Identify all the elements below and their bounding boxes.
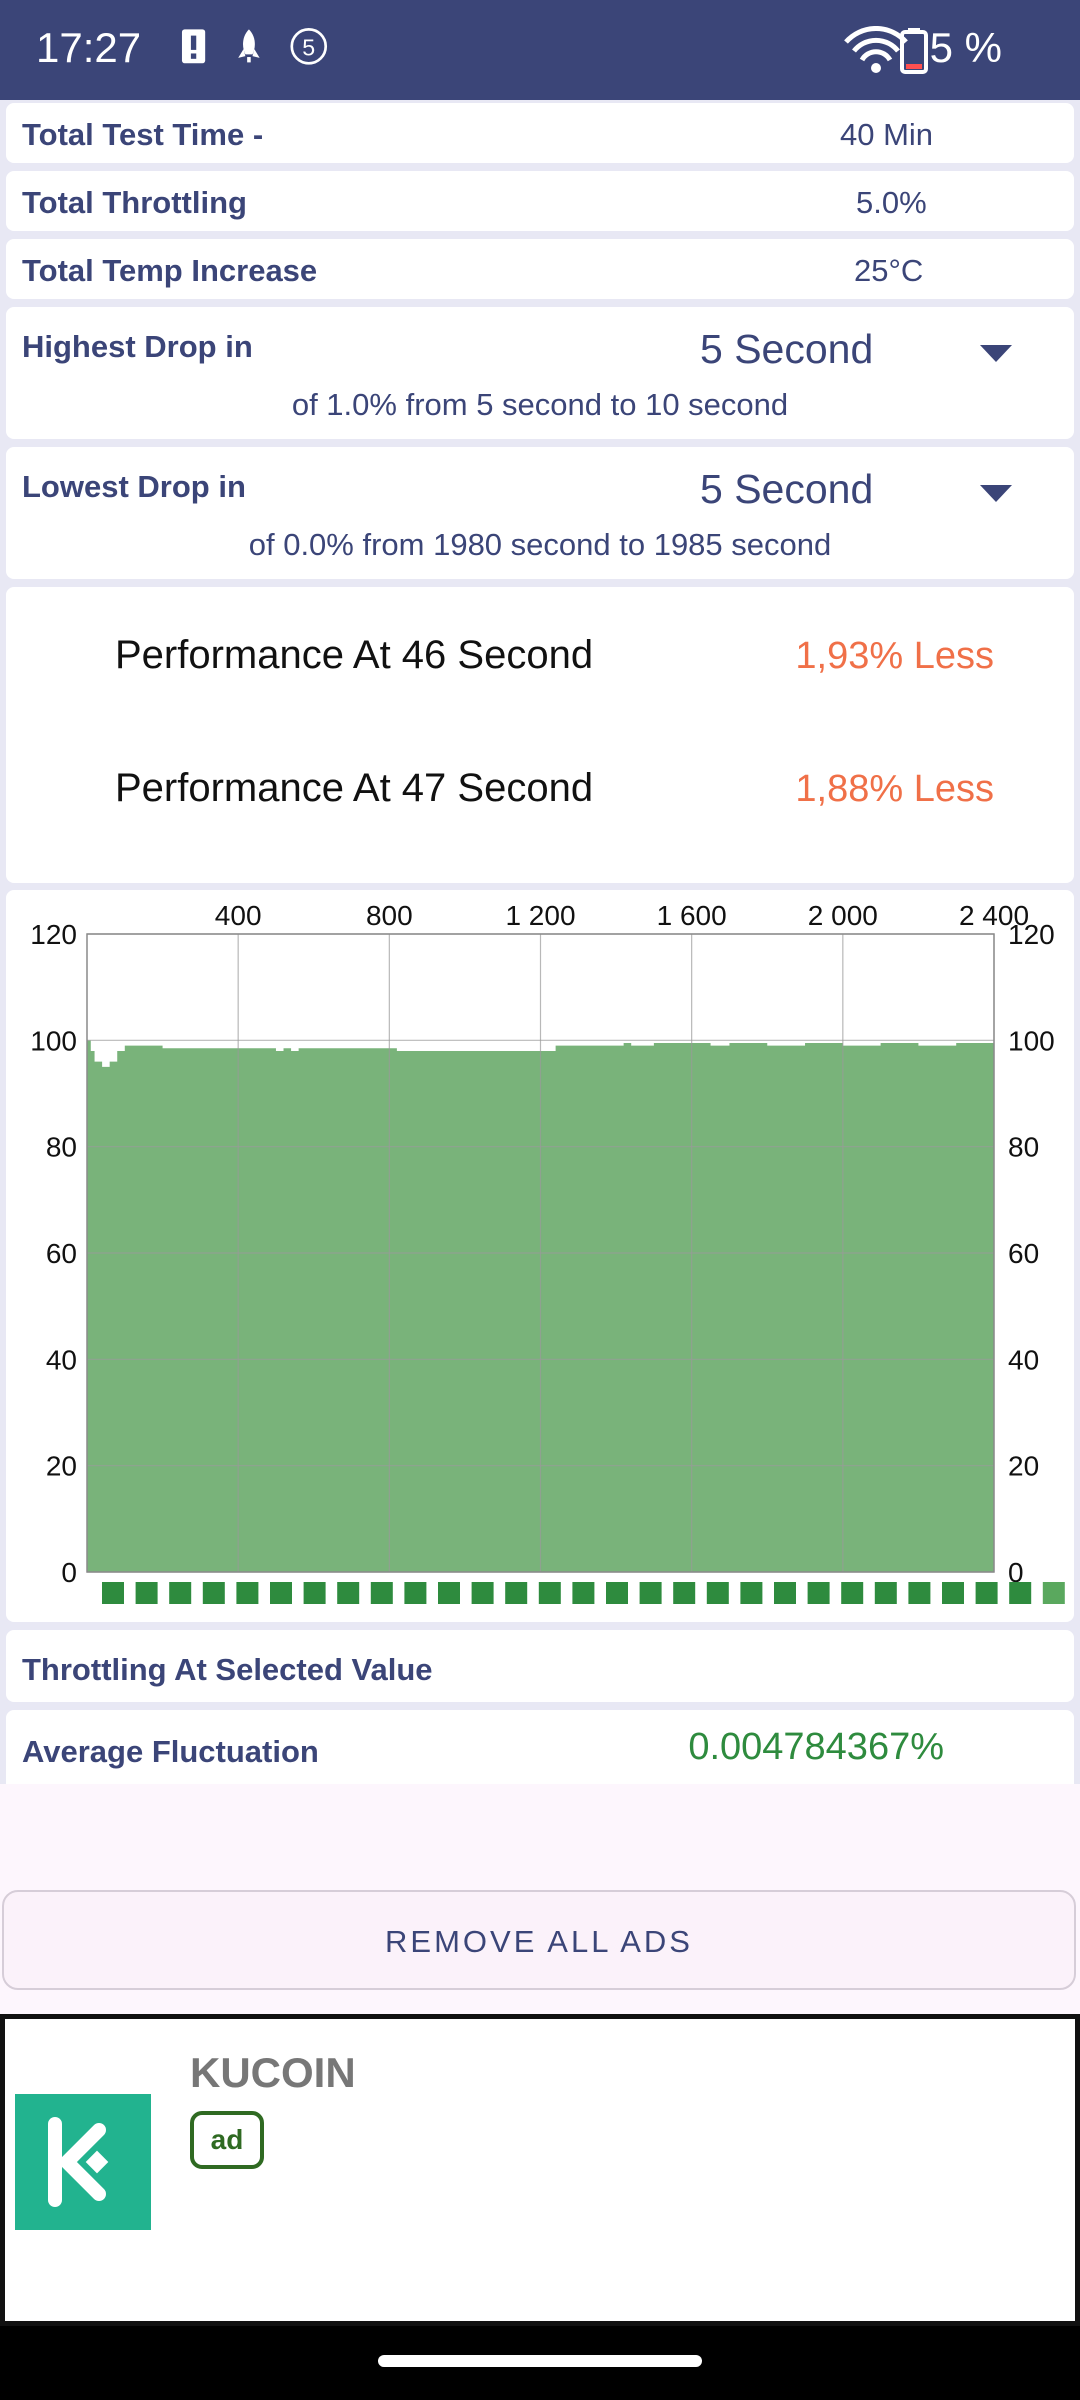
performance-value-1: 1,93% Less <box>795 635 994 677</box>
chart-y-tick-label-left: 80 <box>46 1132 77 1163</box>
chart-y-tick-label-right: 60 <box>1008 1238 1039 1269</box>
average-fluctuation-label: Average Fluctuation <box>22 1734 319 1769</box>
chart-y-tick-label-right: 120 <box>1008 919 1055 950</box>
chevron-down-icon <box>980 485 1012 502</box>
highest-drop-label: Highest Drop in <box>22 329 253 364</box>
chart-legend-marker <box>438 1582 460 1604</box>
chart-y-tick-label-left: 100 <box>30 1025 77 1056</box>
chart-legend-marker <box>202 1582 225 1604</box>
chart-y-tick-label-right: 0 <box>1008 1557 1024 1588</box>
chart-legend-marker <box>370 1582 393 1604</box>
chart-legend-marker <box>270 1582 292 1604</box>
alert-icon <box>181 29 206 64</box>
lowest-drop-selected: 5 Second <box>700 466 874 512</box>
total-throttling-label: Total Throttling <box>22 185 247 220</box>
home-gesture-handle[interactable] <box>378 2355 702 2367</box>
throttling-selected-row: Throttling At Selected Value <box>6 1630 1074 1702</box>
performance-value-2: 1,88% Less <box>795 768 994 810</box>
chart-legend-marker <box>774 1582 796 1604</box>
total-test-time-row: Total Test Time - 40 Min <box>6 103 1074 163</box>
chart-y-tick-label-right: 40 <box>1008 1344 1039 1375</box>
chart-x-tick-label: 2 400 <box>959 900 1029 931</box>
chart-legend-marker <box>1042 1582 1065 1604</box>
performance-card: Performance At 46 Second 1,93% Less Perf… <box>6 587 1074 883</box>
chart-legend-marker <box>942 1582 964 1604</box>
chart-y-tick-label-left: 60 <box>46 1238 77 1269</box>
throttling-chart[interactable]: 0 0 20 20 40 40 60 60 80 80 100 100 120 120 400 800 1 20… <box>6 890 1074 1622</box>
chart-legend-marker <box>639 1582 662 1604</box>
total-throttling-value: 5.0% <box>856 185 927 220</box>
highest-drop-detail: of 1.0% from 5 second to 10 second <box>291 387 789 422</box>
status-bar: 17:27 5 5 % <box>0 0 1080 100</box>
chart-legend-marker <box>706 1582 729 1604</box>
status-time: 17:27 <box>36 24 142 71</box>
lowest-drop-detail: of 0.0% from 1980 second to 1985 second <box>248 527 832 562</box>
ad-badge: ad <box>190 2111 264 2169</box>
chart-y-tick-label-left: 20 <box>46 1451 77 1482</box>
notification-count-icon: 5 <box>290 28 328 65</box>
kucoin-logo-icon <box>15 2094 151 2230</box>
chart-x-tick-label: 400 <box>215 900 262 931</box>
throttling-selected-label: Throttling At Selected Value <box>22 1652 433 1687</box>
highest-drop-dropdown[interactable]: 5 Second <box>700 315 1040 375</box>
chart-legend-marker <box>169 1582 192 1604</box>
ad-title: KUCOIN <box>190 2049 356 2096</box>
chart-y-tick-label-left: 0 <box>61 1557 77 1588</box>
chart-legend-marker <box>404 1582 427 1604</box>
total-test-time-value: 40 Min <box>840 117 934 152</box>
chart-legend-marker <box>606 1582 628 1604</box>
chart-y-tick-label-right: 20 <box>1008 1451 1039 1482</box>
chart-legend-marker <box>1009 1582 1032 1604</box>
chart-x-tick-label: 2 000 <box>808 900 878 931</box>
chart-y-tick-label-left: 40 <box>46 1344 77 1375</box>
total-test-time-label: Total Test Time - <box>22 117 264 152</box>
highest-drop-selected: 5 Second <box>700 326 874 372</box>
notification-icons: 5 <box>181 28 328 65</box>
rocket-icon <box>238 29 260 63</box>
chart-legend-marker <box>135 1582 158 1604</box>
battery-percent: 5 % <box>929 24 1002 71</box>
chart-x-tick-label: 1 200 <box>505 900 575 931</box>
lowest-drop-label: Lowest Drop in <box>22 469 246 504</box>
chart-legend-marker <box>908 1582 931 1604</box>
chart-frame <box>86 933 995 1573</box>
chart-legend-marker <box>807 1582 830 1604</box>
chart-legend-marker <box>303 1582 326 1604</box>
performance-label-1: Performance At 46 Second <box>115 633 594 677</box>
chart-y-tick-label-left: 120 <box>30 919 77 950</box>
ad-banner[interactable]: KUCOIN ad <box>0 2014 1080 2326</box>
chart-legend-marker <box>740 1582 763 1604</box>
chart-y-tick-label-right: 100 <box>1008 1025 1055 1056</box>
chart-legend-marker <box>471 1582 494 1604</box>
total-temp-increase-label: Total Temp Increase <box>22 253 318 288</box>
throttling-chart-card: 0 0 20 20 40 40 60 60 80 80 100 100 120 120 400 800 1 20… <box>6 890 1074 1622</box>
chart-legend-marker <box>975 1582 998 1604</box>
lowest-drop-dropdown[interactable]: 5 Second <box>700 455 1040 515</box>
average-fluctuation-row: Average Fluctuation 0.004784367% <box>6 1710 1074 1784</box>
highest-drop-card: Highest Drop in 5 Second of 1.0% from 5 … <box>6 307 1074 439</box>
chart-legend-marker <box>673 1582 696 1604</box>
chart-y-tick-label-right: 80 <box>1008 1132 1039 1163</box>
chart-legend-marker <box>102 1582 124 1604</box>
chart-legend-marker <box>572 1582 595 1604</box>
performance-label-2: Performance At 47 Second <box>115 766 594 810</box>
chart-legend-marker <box>337 1582 360 1604</box>
chart-x-tick-label: 1 600 <box>657 900 727 931</box>
svg-text:5: 5 <box>302 34 315 60</box>
lowest-drop-card: Lowest Drop in 5 Second of 0.0% from 198… <box>6 447 1074 579</box>
chevron-down-icon <box>980 345 1012 362</box>
chart-legend-marker <box>841 1582 864 1604</box>
total-throttling-row: Total Throttling 5.0% <box>6 171 1074 231</box>
chart-legend-marker <box>538 1582 561 1604</box>
chart-legend-marker <box>874 1582 897 1604</box>
chart-legend-marker <box>236 1582 259 1604</box>
chart-x-tick-label: 800 <box>366 900 413 931</box>
average-fluctuation-value: 0.004784367% <box>688 1726 944 1768</box>
battery-icon <box>900 28 928 74</box>
chart-legend-marker <box>505 1582 528 1604</box>
total-temp-increase-row: Total Temp Increase 25°C <box>6 239 1074 299</box>
remove-all-ads-button[interactable]: REMOVE ALL ADS <box>2 1890 1076 1990</box>
total-temp-increase-value: 25°C <box>854 253 924 288</box>
